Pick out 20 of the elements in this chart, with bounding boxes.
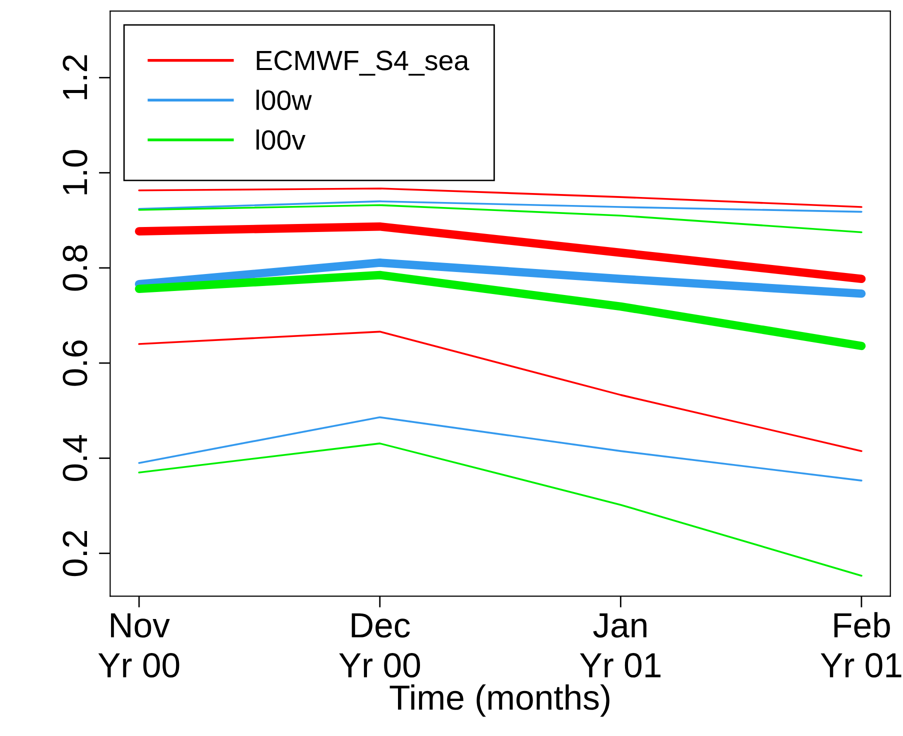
y-tick-label: 1.2 — [62, 55, 87, 100]
x-axis-title: Time (months) — [390, 684, 610, 717]
line-series — [138, 200, 862, 213]
x-tick-label: Jan Yr 01 — [580, 613, 660, 678]
y-tick-label: 0.6 — [62, 340, 88, 386]
line-series — [138, 204, 862, 234]
x-tick-label: Dec Yr 00 — [339, 613, 420, 678]
line-series — [138, 416, 862, 482]
x-tick-label: Feb Yr 01 — [820, 612, 902, 678]
line-series — [138, 330, 862, 452]
line-series — [138, 188, 862, 208]
y-tick-label: 0.8 — [62, 245, 88, 291]
y-tick-label: 0.4 — [62, 435, 88, 481]
y-tick-label: 1.0 — [62, 150, 88, 194]
legend-label: ECMWF_S4_sea — [256, 50, 470, 76]
x-tick-label: Nov Yr 00 — [98, 613, 180, 678]
line-series — [138, 442, 862, 577]
legend-label: l00v — [256, 129, 306, 150]
y-tick-label: 0.2 — [62, 530, 88, 576]
legend-label: l00w — [256, 90, 312, 110]
